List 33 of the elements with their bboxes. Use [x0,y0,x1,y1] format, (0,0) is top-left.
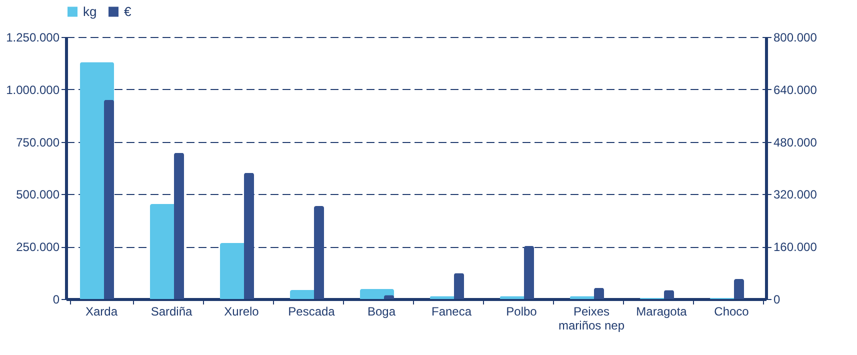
x-tick-label: Pescada [288,304,336,318]
x-tick-label: Sardiña [150,304,192,318]
bar [360,288,394,299]
y2-tick-label: 480.000 [774,135,818,150]
bar [594,288,604,299]
x-tick-label: Polbo [506,304,538,318]
bar [524,246,534,299]
bar [104,100,114,299]
bar [664,290,674,299]
legend-label: kg [83,4,97,19]
y-tick-label: 750.000 [16,135,60,150]
bar [244,172,254,299]
y2-tick-label: 160.000 [774,240,818,254]
y-tick-label: 0 [52,292,60,306]
bar [734,279,744,299]
x-tick-label: Maragota [636,304,688,318]
x-tick-label: Choco [714,304,750,318]
legend-label: € [124,4,132,19]
y-tick-label: 250.000 [16,240,60,254]
x-tick-label: Peixes mariños nep [558,304,625,332]
y2-tick-label: 320.000 [774,188,818,202]
x-tick-label: Xurelo [224,304,260,318]
x-tick-label: Xarda [85,304,118,318]
y2-tick-label: 640.000 [774,82,818,97]
y-tick-label: 500.000 [16,188,60,202]
x-tick-label: Faneca [431,304,472,318]
bar [454,273,464,299]
y2-tick-label: 0 [774,292,780,306]
bar [314,206,324,299]
x-tick-label: Boga [367,304,396,318]
y-tick-label: 1.250.000 [6,30,60,44]
y-tick-label: 1.000.000 [6,82,60,97]
y2-tick-label: 800.000 [774,30,818,44]
